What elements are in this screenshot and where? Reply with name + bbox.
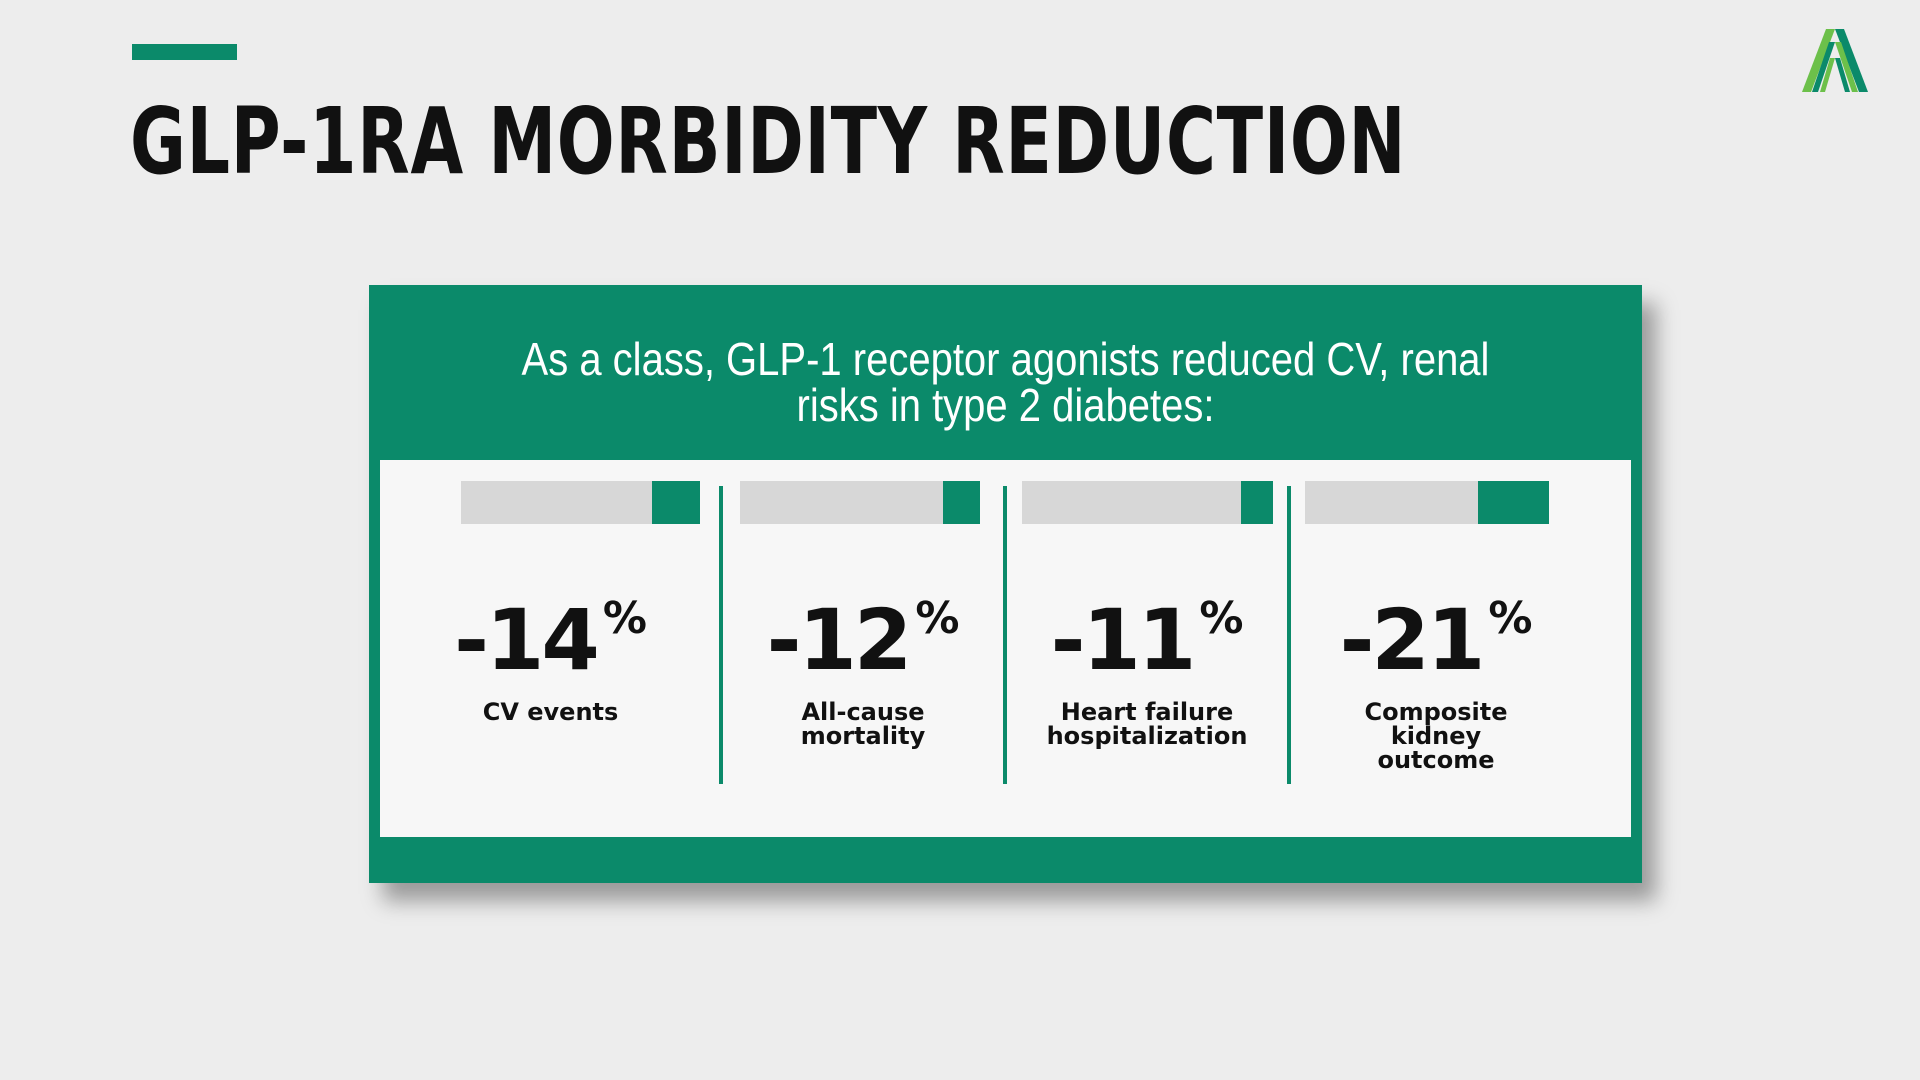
slide-title: GLP-1RA MORBIDITY REDUCTION bbox=[130, 88, 1407, 195]
metric-bar-track bbox=[1022, 481, 1273, 524]
metric-label: CV events bbox=[482, 698, 619, 726]
metric-label: All-cause mortality bbox=[800, 698, 926, 750]
logo-icon bbox=[1802, 29, 1868, 92]
metric-bar-fill bbox=[1478, 481, 1549, 524]
metric-bar-track bbox=[461, 481, 700, 524]
metric-heart-failure-hospitalization: -11% Heart failure hospitalization bbox=[1007, 460, 1287, 837]
metric-label: Composite kidney outcome bbox=[1364, 698, 1508, 774]
metric-bar-fill bbox=[1241, 481, 1273, 524]
metric-divider bbox=[1003, 486, 1007, 784]
metric-unit: % bbox=[1488, 593, 1533, 644]
metric-unit: % bbox=[602, 593, 647, 644]
metric-stat: -12% bbox=[723, 593, 1003, 685]
metric-bar-fill bbox=[943, 481, 980, 524]
card-heading-line2: risks in type 2 diabetes: bbox=[796, 380, 1215, 432]
metric-cv-events: -14% CV events bbox=[380, 460, 721, 837]
card-heading-line1: As a class, GLP-1 receptor agonists redu… bbox=[521, 334, 1490, 386]
metric-value: -21 bbox=[1339, 591, 1486, 689]
metric-bar-track bbox=[740, 481, 980, 524]
metric-divider bbox=[719, 486, 723, 784]
metric-label: Heart failure hospitalization bbox=[1046, 698, 1248, 750]
card-heading: As a class, GLP-1 receptor agonists redu… bbox=[369, 334, 1642, 432]
metric-stat: -14% bbox=[380, 593, 721, 685]
metric-bar-track bbox=[1305, 481, 1549, 524]
metric-all-cause-mortality: -12% All-cause mortality bbox=[723, 460, 1003, 837]
metric-value: -11 bbox=[1050, 591, 1197, 689]
metric-bar-fill bbox=[652, 481, 700, 524]
title-accent-bar bbox=[132, 44, 237, 60]
metric-unit: % bbox=[915, 593, 960, 644]
metric-stat: -21% bbox=[1291, 593, 1581, 685]
metric-unit: % bbox=[1199, 593, 1244, 644]
metric-value: -12 bbox=[766, 591, 913, 689]
metric-divider bbox=[1287, 486, 1291, 784]
metric-value: -14 bbox=[454, 591, 600, 689]
metric-stat: -11% bbox=[1007, 593, 1287, 685]
metrics-panel: -14% CV events -12% All-cause mortality … bbox=[380, 460, 1631, 837]
metric-composite-kidney-outcome: -21% Composite kidney outcome bbox=[1291, 460, 1581, 837]
summary-card: As a class, GLP-1 receptor agonists redu… bbox=[369, 285, 1642, 883]
